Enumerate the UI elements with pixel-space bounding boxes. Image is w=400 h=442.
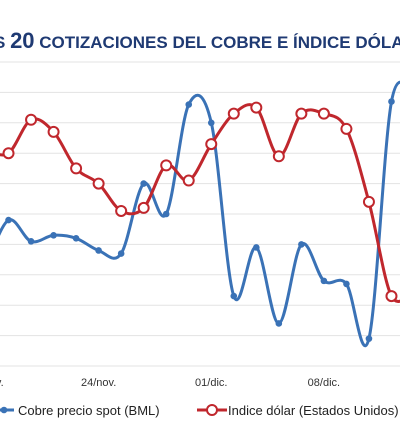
chart-title: S 20 COTIZACIONES DEL COBRE E ÍNDICE DÓL…	[0, 28, 400, 53]
data-point	[50, 231, 57, 239]
data-point	[162, 210, 170, 218]
x-tick-label: 17/nov.	[0, 377, 4, 389]
legend-marker	[206, 404, 218, 416]
chart-title-prefix: S	[0, 33, 10, 52]
data-point	[227, 107, 240, 120]
data-point	[185, 101, 193, 108]
data-point	[95, 247, 102, 254]
legend: Cobre precio spot (BML) Indice dólar (Est…	[0, 403, 399, 418]
chart-title-rest: COTIZACIONES DEL COBRE E ÍNDICE DÓLAR	[35, 33, 400, 52]
data-point	[272, 150, 285, 163]
data-point	[295, 107, 308, 120]
x-tick-label: 01/dic.	[195, 377, 227, 389]
data-point	[275, 320, 283, 327]
data-point	[72, 235, 80, 242]
legend-label: Indice dólar (Estados Unidos)	[228, 403, 399, 418]
data-point	[182, 174, 195, 187]
data-point	[25, 113, 38, 126]
data-point	[140, 180, 147, 187]
series-layer	[0, 80, 400, 348]
x-axis-ticks: 17/nov. 24/nov. 01/dic. 08/dic.	[0, 377, 340, 389]
data-point	[340, 122, 353, 135]
data-point	[160, 159, 173, 172]
data-point	[365, 335, 373, 342]
data-point	[205, 138, 218, 151]
data-point	[5, 216, 12, 224]
data-point	[70, 162, 83, 175]
data-point	[343, 280, 350, 288]
series-2	[0, 101, 400, 303]
legend-label: Cobre precio spot (BML)	[18, 403, 160, 418]
x-tick-label: 24/nov.	[81, 377, 116, 389]
series-line	[0, 80, 400, 348]
legend-marker	[0, 406, 8, 414]
series-1	[0, 80, 400, 348]
x-tick-label: 08/dic.	[308, 377, 340, 389]
data-point	[320, 277, 328, 285]
gridlines	[0, 61, 400, 367]
data-point	[115, 204, 128, 217]
data-point	[2, 147, 15, 160]
data-point	[137, 201, 150, 214]
data-point	[250, 101, 263, 114]
data-point	[298, 241, 305, 248]
data-point	[27, 238, 35, 245]
data-point	[117, 250, 125, 257]
data-point	[362, 195, 375, 208]
data-point	[253, 244, 260, 251]
data-point	[230, 292, 238, 300]
data-point	[92, 177, 105, 190]
data-point	[317, 107, 330, 120]
data-point	[47, 125, 60, 138]
chart-title-number: 20	[10, 28, 34, 53]
series-line	[0, 103, 400, 303]
data-point	[388, 98, 395, 105]
data-point	[385, 290, 398, 303]
data-point	[207, 119, 215, 127]
